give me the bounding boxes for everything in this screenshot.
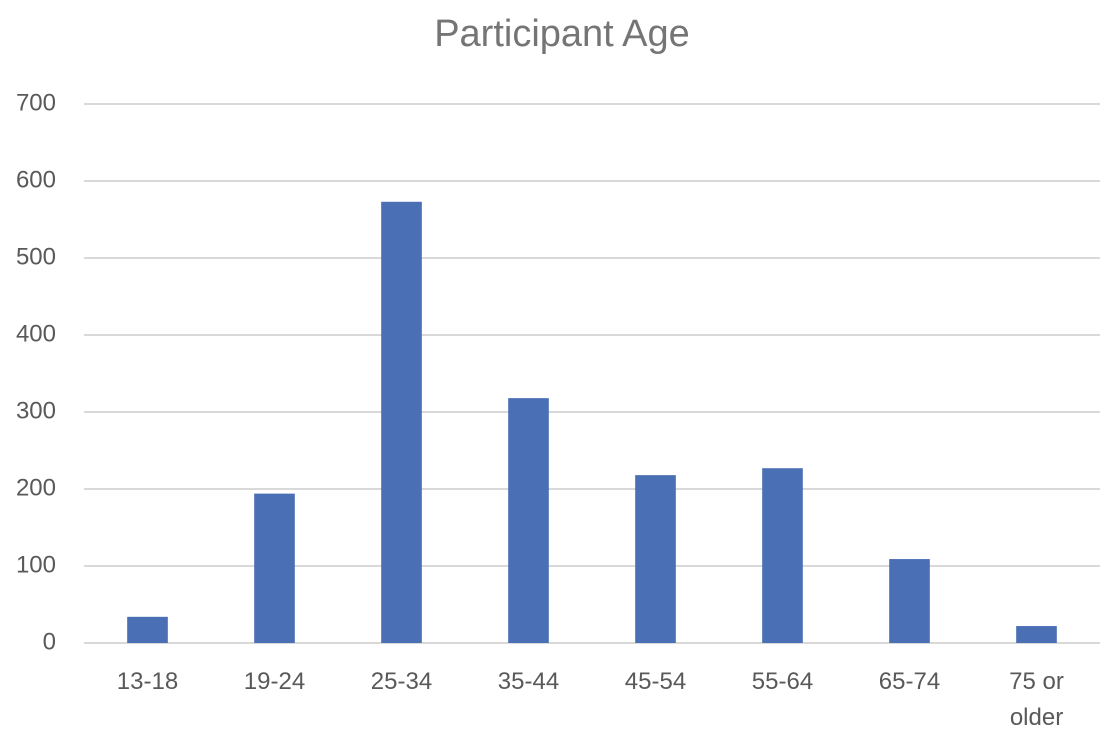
x-tick-label: 45-54 <box>624 668 687 695</box>
chart-title: Participant Age <box>434 13 690 55</box>
bar <box>635 475 676 643</box>
bar <box>762 468 803 643</box>
x-tick-label: 35-44 <box>497 668 560 695</box>
bar <box>508 398 549 643</box>
y-tick-label: 100 <box>16 551 56 578</box>
bar <box>381 201 422 644</box>
y-tick-label: 200 <box>16 474 56 501</box>
bar <box>1016 626 1057 643</box>
x-tick-label: 13-18 <box>116 668 179 695</box>
y-tick-label: 500 <box>16 243 56 270</box>
bar <box>254 493 295 643</box>
x-tick-label: 75 or older <box>1009 668 1064 731</box>
x-tick-label: 19-24 <box>243 668 306 695</box>
bar <box>889 559 930 643</box>
y-tick-label: 0 <box>43 628 56 655</box>
y-tick-label: 400 <box>16 320 56 347</box>
x-tick-label: 55-64 <box>751 668 814 695</box>
x-tick-label: 25-34 <box>370 668 433 695</box>
bar <box>127 616 168 643</box>
y-tick-label: 300 <box>16 397 56 424</box>
y-tick-label: 600 <box>16 166 56 193</box>
y-tick-label: 700 <box>16 89 56 116</box>
x-tick-label: 65-74 <box>878 668 941 695</box>
